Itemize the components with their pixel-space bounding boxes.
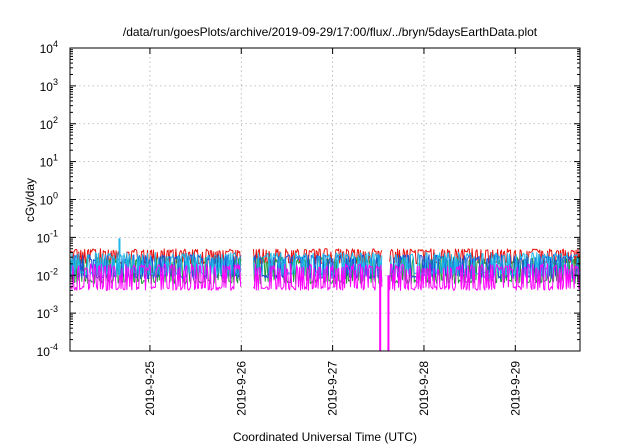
y-tick-label: 10-4 <box>37 342 58 359</box>
y-tick-label: 102 <box>40 115 58 132</box>
y-tick-label: 10-3 <box>37 304 58 321</box>
y-tick-label: 10-1 <box>37 228 58 245</box>
series-group <box>69 238 581 351</box>
y-axis-label: cGy/day <box>23 178 37 222</box>
x-tick-label: 2019-9-25 <box>143 361 157 416</box>
x-tick-label: 2019-9-26 <box>234 361 248 416</box>
y-tick-label: 100 <box>40 191 58 208</box>
x-axis-label: Coordinated Universal Time (UTC) <box>233 430 417 444</box>
y-tick-label: 10-2 <box>37 266 58 283</box>
series-line-5 <box>69 263 581 291</box>
y-tick-label: 103 <box>40 77 58 94</box>
grid <box>70 48 580 351</box>
chart-title: /data/run/goesPlots/archive/2019-09-29/1… <box>123 25 538 39</box>
y-tick-label: 101 <box>40 153 58 170</box>
x-tick-label: 2019-9-29 <box>508 361 522 416</box>
x-tick-label: 2019-9-27 <box>326 361 340 416</box>
y-tick-label: 104 <box>40 39 58 56</box>
x-tick-label: 2019-9-28 <box>417 361 431 416</box>
axis-ticks: 10-4 10-3 10-2 10-1 100 101 102 103 104 2019-9-25… <box>37 39 580 416</box>
